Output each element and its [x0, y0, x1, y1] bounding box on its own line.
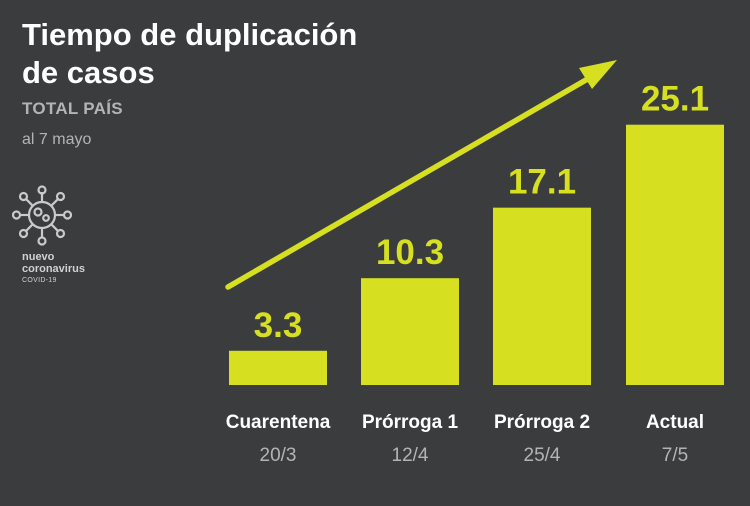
value-label-2: 17.1 — [508, 163, 576, 202]
bar-2 — [493, 207, 591, 385]
value-label-1: 10.3 — [376, 233, 444, 272]
value-label-0: 3.3 — [254, 306, 303, 345]
category-label-3: Actual — [646, 412, 704, 433]
logo-line-2: coronavirus — [22, 263, 85, 275]
trend-arrow-line — [225, 70, 601, 290]
logo-line-1: nuevo — [22, 251, 55, 263]
trend-arrow-head — [579, 60, 617, 89]
date-label-3: 7/5 — [662, 445, 688, 466]
chart-title: Tiempo de duplicación de casos — [22, 17, 358, 90]
category-label-1: Prórroga 1 — [362, 412, 459, 433]
chart-date: al 7 mayo — [22, 131, 92, 148]
bar-3 — [626, 124, 724, 385]
date-label-1: 12/4 — [392, 445, 429, 466]
covid-logo: nuevo coronavirus COVID-19 — [12, 185, 85, 287]
chart-subtitle: TOTAL PAÍS — [22, 99, 123, 118]
value-label-3: 25.1 — [641, 80, 709, 119]
category-label-0: Cuarentena — [226, 412, 331, 433]
date-label-2: 25/4 — [524, 445, 561, 466]
category-label-2: Prórroga 2 — [494, 412, 590, 433]
bar-1 — [361, 278, 459, 385]
logo-line-3: COVID-19 — [22, 277, 57, 284]
date-label-0: 20/3 — [260, 445, 297, 466]
virus-icon — [12, 185, 72, 246]
bar-0 — [229, 350, 327, 385]
